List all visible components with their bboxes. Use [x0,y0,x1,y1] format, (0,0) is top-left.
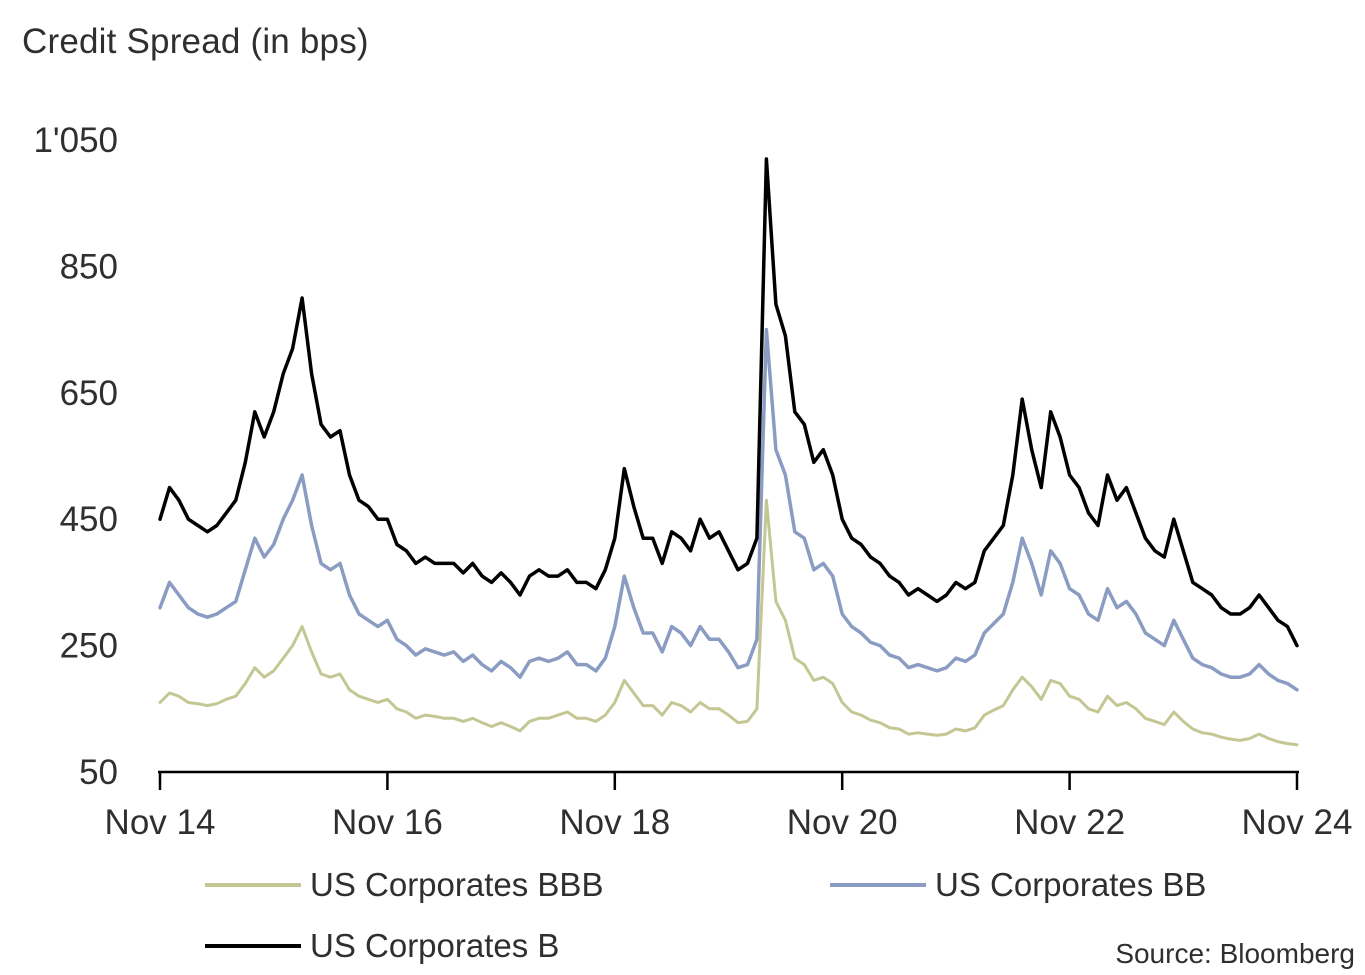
x-tick-label: Nov 14 [105,803,216,842]
legend-swatch-bb-icon [830,883,926,887]
legend-label-b: US Corporates B [310,927,560,964]
y-tick-label: 450 [60,500,118,539]
x-tick-label: Nov 24 [1242,803,1353,842]
x-tick-label: Nov 16 [332,803,443,842]
legend-swatch-b-icon [205,944,301,948]
y-tick-label: 650 [60,374,118,413]
y-tick-label: 50 [79,753,118,792]
y-tick-label: 1'050 [33,121,118,160]
legend-item-us-corporates-bb: US Corporates BB [830,866,1206,904]
x-tick-label: Nov 20 [787,803,898,842]
legend-label-bb: US Corporates BB [935,866,1207,903]
y-tick-label: 850 [60,247,118,286]
series-line-us-corporates-bb [158,327,1299,692]
series-line-us-corporates-bbb [158,498,1299,747]
legend-swatch-bbb-icon [205,883,301,887]
chart-title: Credit Spread (in bps) [22,22,369,61]
legend-label-bbb: US Corporates BBB [310,866,604,903]
y-tick-label: 250 [60,627,118,666]
source-note: Source: Bloomberg [1115,938,1355,969]
x-tick-label: Nov 18 [559,803,670,842]
legend-item-us-corporates-b: US Corporates B [205,927,559,965]
legend-item-us-corporates-bbb: US Corporates BBB [205,866,603,904]
plot-area: 50 250 450 650 850 1'050 Nov 14 Nov 16 Nov 18 Nov… [33,121,1353,842]
series-line-us-corporates-b [158,157,1299,648]
x-tick-label: Nov 22 [1014,803,1125,842]
